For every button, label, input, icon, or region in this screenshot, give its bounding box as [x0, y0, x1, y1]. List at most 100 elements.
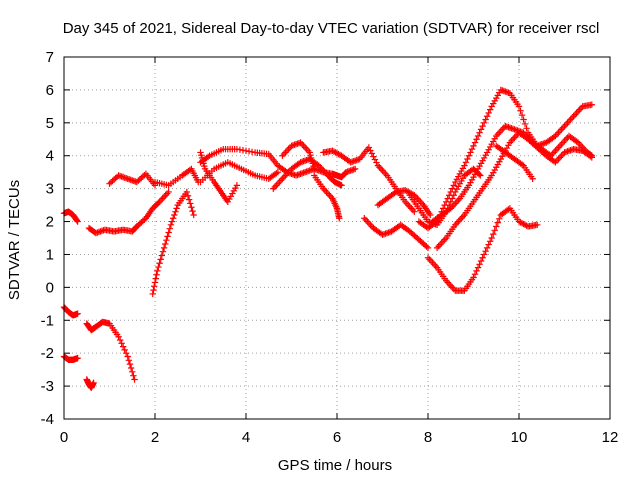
data-point-marker	[480, 154, 488, 162]
data-point-marker	[411, 208, 418, 215]
data-point-marker	[490, 230, 497, 238]
data-point-marker	[126, 360, 134, 368]
data-point-marker	[485, 146, 492, 153]
data-point-marker	[476, 129, 483, 136]
data-point-marker	[138, 219, 145, 226]
data-point-marker	[473, 267, 480, 275]
data-point-marker	[490, 138, 497, 145]
data-point-marker	[446, 206, 453, 213]
data-point-marker	[107, 179, 115, 186]
data-point-marker	[74, 354, 81, 362]
data-point-marker	[136, 220, 144, 227]
data-point-marker	[164, 233, 171, 240]
data-point-marker	[139, 217, 147, 225]
data-point-marker	[517, 107, 524, 114]
series-sat-d	[83, 376, 97, 391]
data-point-marker	[479, 122, 486, 130]
data-point-marker	[166, 225, 173, 232]
data-point-marker	[471, 171, 479, 178]
x-tick-label: 2	[151, 429, 159, 446]
data-point-marker	[465, 152, 473, 159]
data-point-marker	[370, 153, 377, 160]
series-sat-r	[374, 187, 434, 219]
data-point-marker	[135, 221, 142, 229]
data-point-marker	[588, 101, 595, 108]
y-tick-label: 2	[46, 214, 54, 231]
data-point-marker	[159, 248, 167, 255]
data-point-marker	[468, 145, 476, 153]
data-point-marker	[190, 211, 197, 219]
data-point-marker	[479, 254, 486, 261]
data-point-marker	[483, 149, 491, 156]
x-tick-label: 10	[511, 429, 528, 446]
data-point-marker	[149, 290, 156, 298]
data-point-marker	[540, 149, 547, 157]
data-point-marker	[518, 161, 526, 168]
data-point-marker	[352, 165, 359, 173]
series-sat-j	[197, 149, 241, 205]
data-point-marker	[449, 185, 456, 192]
data-point-marker	[73, 217, 81, 224]
data-point-marker	[490, 100, 497, 107]
data-point-marker	[474, 165, 482, 173]
data-point-marker	[491, 97, 498, 105]
data-point-marker	[233, 182, 241, 189]
data-point-marker	[480, 119, 488, 127]
data-point-marker	[106, 180, 113, 187]
data-point-marker	[183, 188, 191, 196]
data-point-marker	[173, 205, 180, 212]
x-tick-label: 12	[602, 429, 619, 446]
data-point-marker	[188, 204, 195, 211]
data-point-marker	[473, 136, 480, 143]
data-point-marker	[523, 125, 530, 132]
data-point-marker	[494, 161, 501, 168]
data-point-marker	[505, 142, 512, 149]
chart-title: Day 345 of 2021, Sidereal Day-to-day VTE…	[63, 20, 600, 37]
data-point-marker	[311, 165, 318, 173]
data-point-marker	[151, 283, 158, 290]
data-point-marker	[168, 218, 176, 225]
series-sat-i	[151, 165, 202, 189]
data-point-marker	[308, 157, 316, 164]
data-point-marker	[494, 219, 501, 226]
data-point-marker	[412, 233, 420, 241]
data-point-marker	[479, 157, 486, 164]
data-point-marker	[462, 159, 470, 166]
data-point-marker	[119, 343, 127, 350]
data-point-marker	[127, 364, 135, 372]
data-point-marker	[130, 372, 137, 379]
data-point-marker	[474, 132, 482, 140]
series-sat-v	[424, 205, 541, 294]
data-point-marker	[150, 286, 157, 294]
data-point-marker	[338, 182, 345, 189]
data-point-marker	[125, 357, 133, 364]
data-points	[60, 86, 595, 391]
data-point-marker	[151, 279, 159, 286]
data-point-marker	[420, 240, 427, 247]
data-point-marker	[309, 160, 316, 167]
data-point-marker	[491, 135, 498, 142]
data-point-marker	[483, 113, 491, 120]
data-point-marker	[365, 144, 373, 151]
data-point-marker	[476, 261, 483, 268]
data-point-marker	[371, 156, 379, 163]
data-point-marker	[530, 141, 538, 148]
data-point-marker	[480, 251, 488, 258]
data-point-marker	[456, 180, 464, 187]
series-sat-f	[85, 188, 172, 237]
data-point-marker	[163, 236, 170, 244]
data-point-marker	[232, 184, 239, 192]
data-point-marker	[441, 201, 448, 209]
data-point-marker	[121, 346, 128, 354]
data-point-marker	[587, 153, 594, 160]
data-point-marker	[496, 158, 503, 165]
data-point-marker	[418, 239, 426, 246]
data-point-marker	[314, 161, 321, 168]
data-point-marker	[497, 155, 504, 163]
data-point-marker	[496, 215, 503, 223]
y-tick-label: 7	[46, 49, 54, 66]
data-point-marker	[408, 229, 415, 236]
data-point-marker	[307, 151, 314, 159]
data-point-marker	[573, 138, 580, 145]
data-point-marker	[167, 221, 175, 229]
